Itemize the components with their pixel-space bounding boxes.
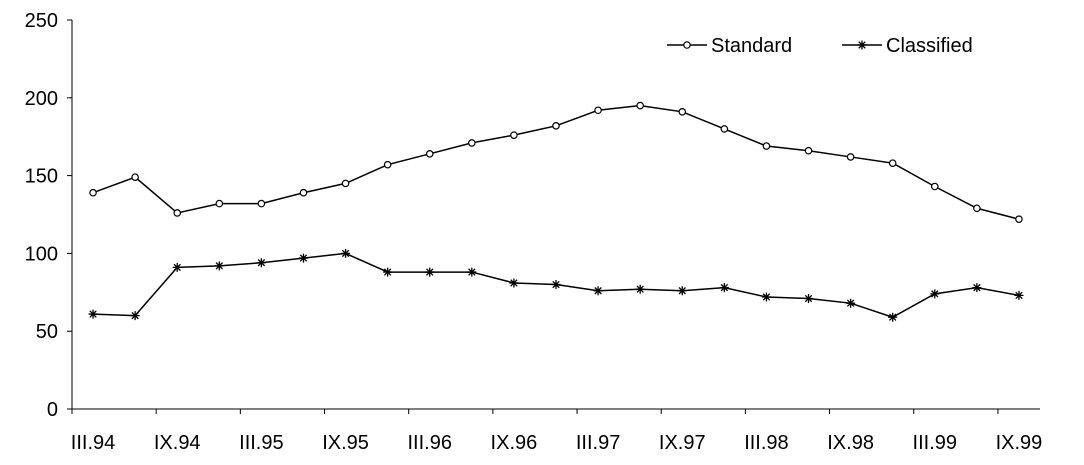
y-tick-label: 200 bbox=[25, 88, 58, 110]
data-point bbox=[510, 131, 518, 139]
data-point bbox=[214, 261, 224, 271]
data-point bbox=[719, 283, 729, 293]
data-point bbox=[846, 153, 855, 161]
data-point bbox=[172, 262, 182, 272]
data-point bbox=[846, 298, 856, 308]
legend-item-standard: Standard bbox=[667, 35, 792, 57]
series-layer bbox=[88, 101, 1024, 322]
x-tick-label: III.97 bbox=[576, 432, 620, 454]
data-point bbox=[678, 108, 687, 116]
data-point bbox=[635, 284, 645, 294]
legend-label: Classified bbox=[886, 35, 973, 57]
data-point bbox=[131, 173, 139, 181]
data-point bbox=[720, 125, 729, 133]
data-point bbox=[888, 312, 898, 322]
data-point bbox=[89, 188, 97, 197]
y-tick-label: 50 bbox=[36, 321, 58, 343]
data-point bbox=[762, 142, 771, 150]
x-tick-label: III.94 bbox=[71, 432, 115, 454]
data-point bbox=[383, 267, 393, 277]
data-point bbox=[298, 253, 308, 263]
x-tick-label: IX.94 bbox=[154, 432, 201, 454]
data-point bbox=[593, 286, 603, 296]
data-point bbox=[256, 258, 266, 268]
x-tick-label: III.99 bbox=[913, 432, 957, 454]
x-axis: III.94 IX.94 III.95 IX.95 III.96 IX.96 III.97 I… bbox=[71, 408, 1043, 454]
data-point bbox=[215, 199, 224, 208]
x-tick-label: III.95 bbox=[239, 432, 283, 454]
data-point bbox=[130, 311, 140, 321]
legend-marker bbox=[857, 40, 867, 50]
data-point bbox=[341, 179, 350, 188]
y-tick-label: 250 bbox=[25, 10, 58, 32]
legend-marker bbox=[683, 41, 691, 49]
x-tick-label: IX.99 bbox=[996, 432, 1043, 454]
x-tick-label: IX.95 bbox=[322, 432, 369, 454]
x-tick-label: IX.98 bbox=[827, 432, 874, 454]
x-tick-label: III.98 bbox=[744, 432, 788, 454]
x-tick-label: IX.96 bbox=[491, 432, 538, 454]
data-point bbox=[257, 199, 266, 208]
x-tick-label: IX.97 bbox=[659, 432, 706, 454]
legend-item-classified: Classified bbox=[842, 35, 973, 57]
data-point bbox=[425, 150, 434, 158]
data-point bbox=[636, 101, 644, 110]
legend: Standard Classified bbox=[667, 35, 973, 57]
series-classified bbox=[88, 248, 1024, 322]
x-tick-label: III.96 bbox=[407, 432, 451, 454]
data-point bbox=[88, 309, 98, 319]
data-point bbox=[552, 122, 560, 130]
data-point bbox=[972, 283, 982, 293]
data-point bbox=[930, 182, 939, 191]
y-tick-label: 0 bbox=[47, 399, 58, 421]
data-point bbox=[973, 204, 981, 213]
data-point bbox=[761, 292, 771, 302]
data-point bbox=[467, 267, 477, 277]
data-point bbox=[341, 248, 351, 258]
data-point bbox=[677, 286, 687, 296]
data-point bbox=[173, 209, 182, 217]
data-point bbox=[930, 289, 940, 299]
data-point bbox=[551, 280, 561, 290]
data-point bbox=[888, 159, 897, 167]
data-point bbox=[1014, 290, 1024, 300]
data-point bbox=[383, 160, 392, 169]
data-point bbox=[804, 294, 814, 304]
data-point bbox=[804, 146, 813, 155]
data-point bbox=[425, 267, 435, 277]
data-point bbox=[509, 278, 519, 288]
data-point bbox=[468, 139, 476, 147]
y-axis: 0 50 100 150 200 250 bbox=[25, 10, 73, 421]
series-standard bbox=[89, 101, 1023, 223]
data-point bbox=[299, 188, 308, 197]
y-tick-label: 100 bbox=[25, 243, 58, 265]
legend-label: Standard bbox=[711, 35, 792, 57]
data-point bbox=[1015, 215, 1023, 223]
y-tick-label: 150 bbox=[25, 166, 58, 188]
data-point bbox=[594, 106, 602, 115]
